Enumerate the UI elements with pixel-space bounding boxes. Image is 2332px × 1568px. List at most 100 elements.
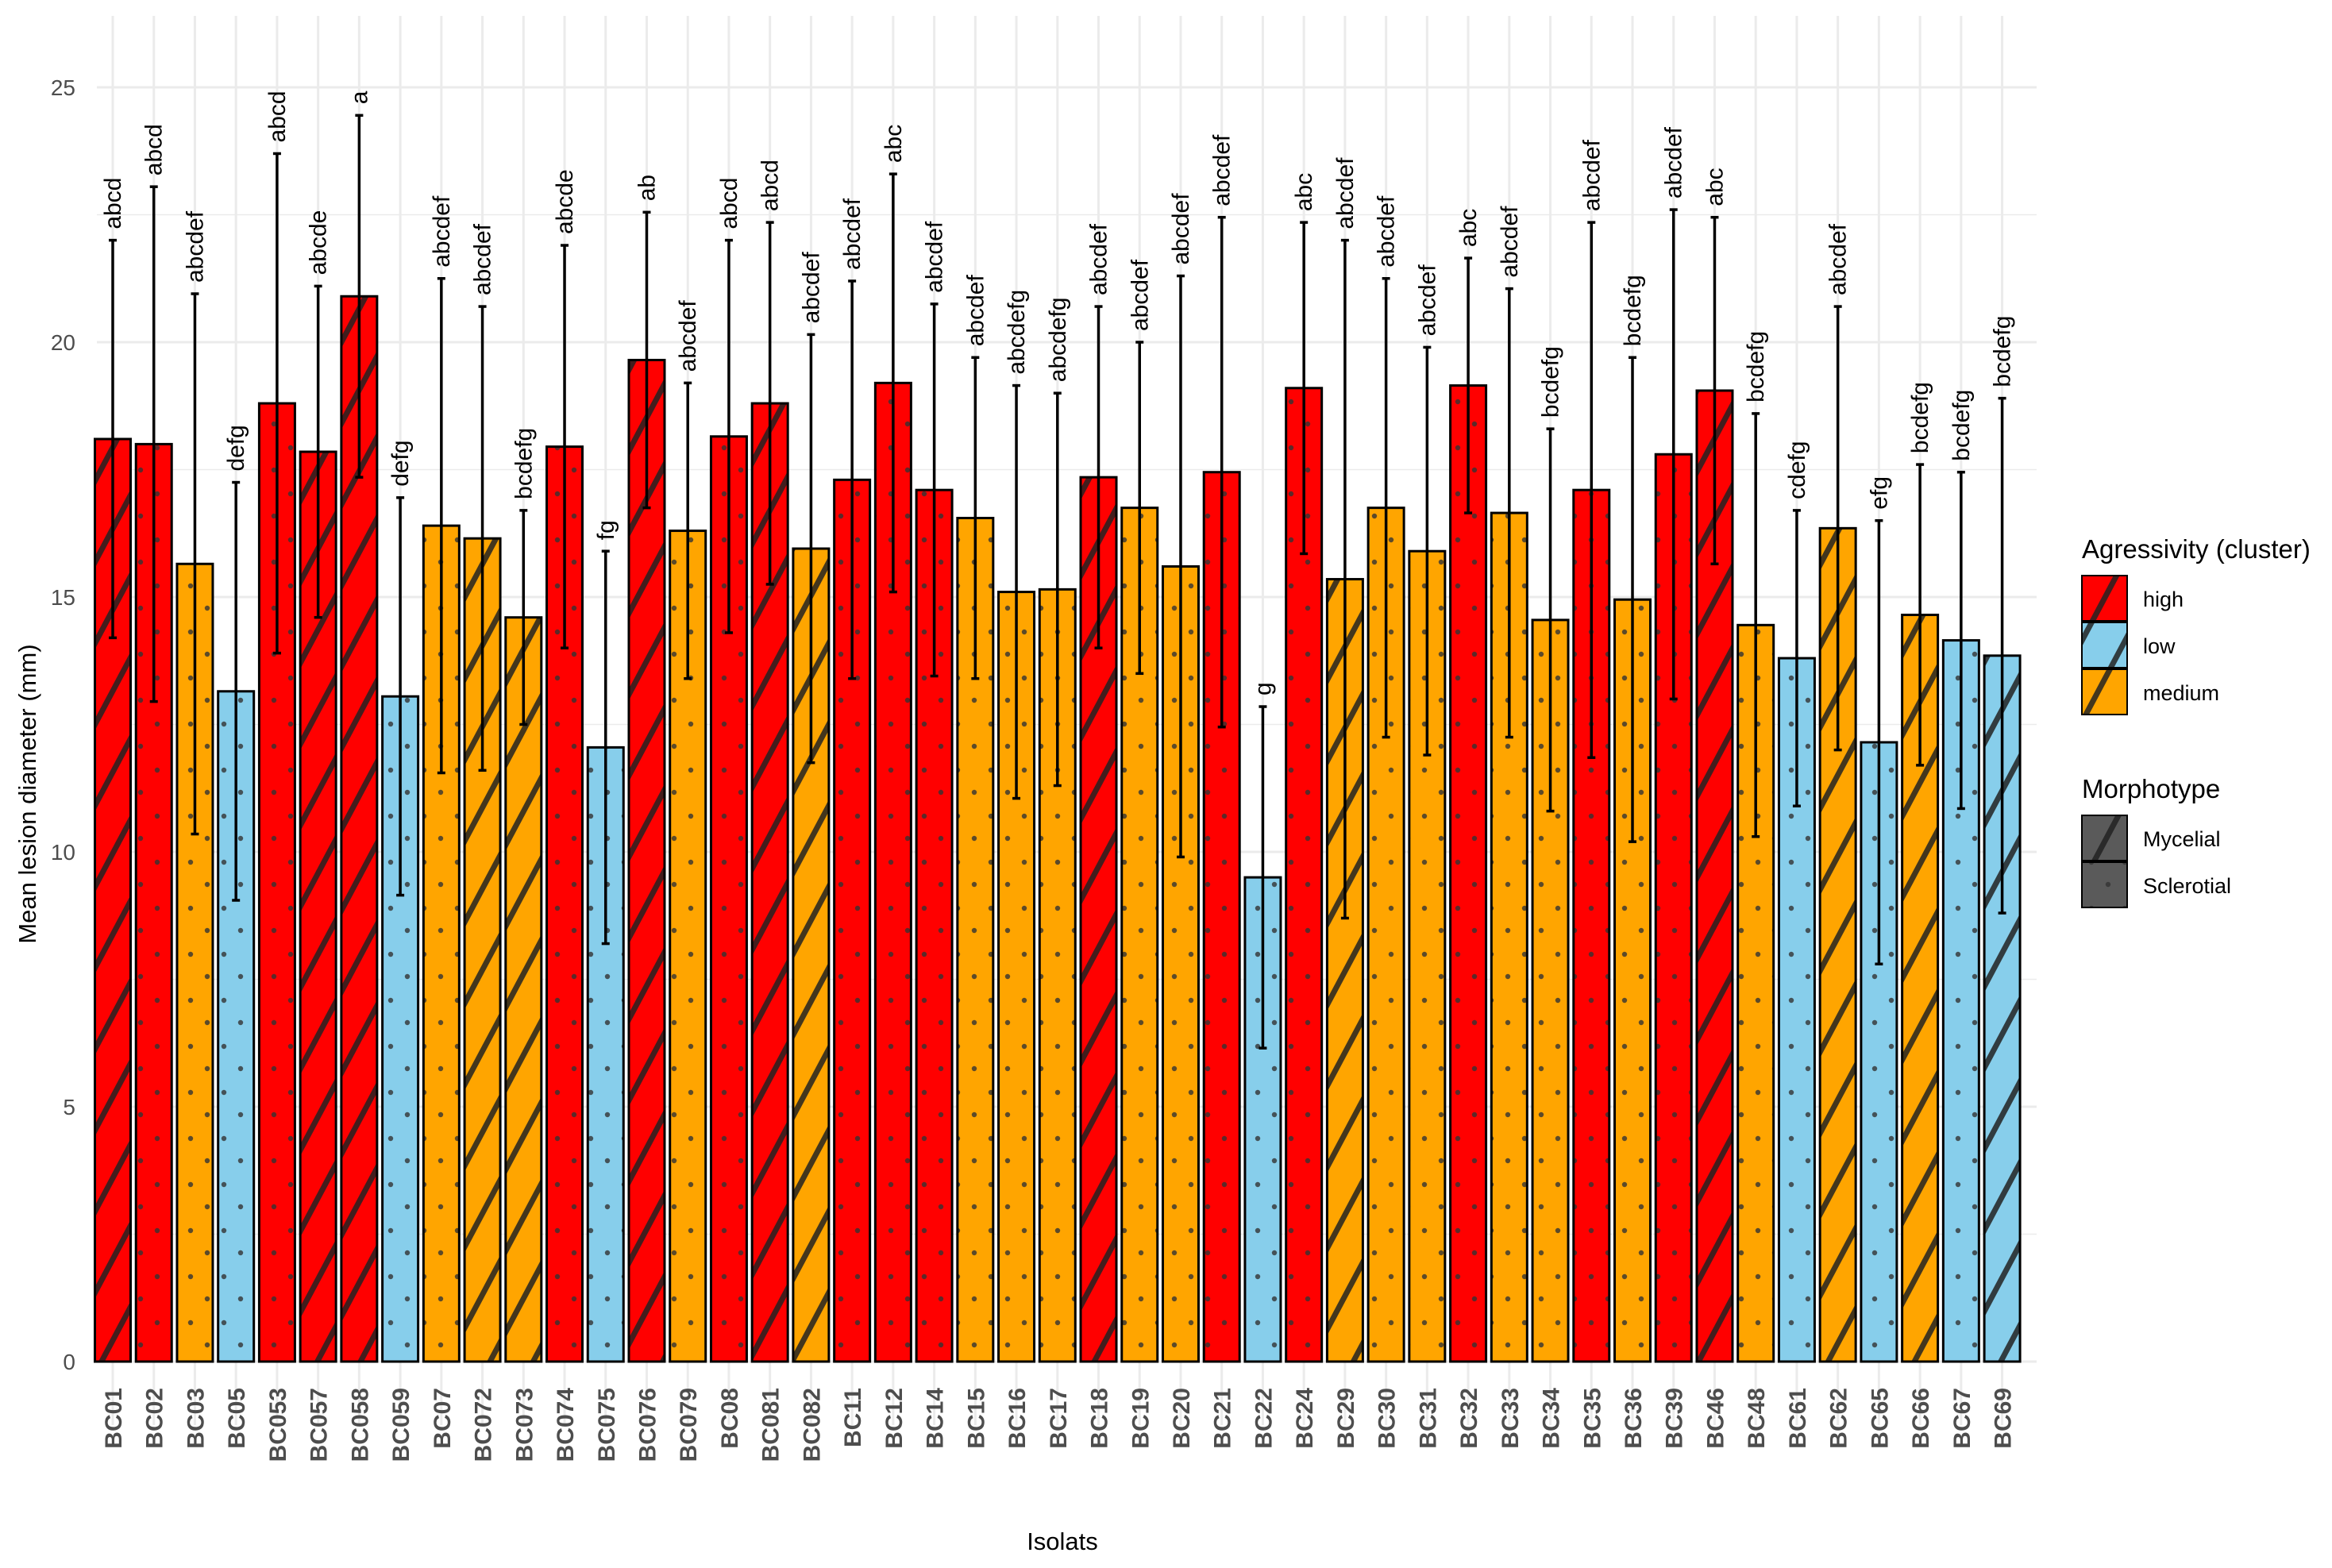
significance-letters: defg: [223, 425, 249, 471]
x-tick-label: BC14: [923, 1388, 949, 1449]
bar-group: g: [1243, 682, 1282, 1363]
bar-group: abcd: [709, 178, 748, 1363]
significance-letters: abcdefg: [1004, 290, 1030, 375]
significance-letters: bcdefg: [1620, 275, 1646, 346]
x-tick-label: BC053: [265, 1388, 291, 1462]
bar-group: abcdef: [792, 252, 831, 1363]
bar-group: abc: [1285, 173, 1324, 1363]
bar-group: abcdef: [1654, 126, 1693, 1363]
x-tick-label: BC69: [1991, 1388, 2017, 1449]
bar-group: abcdefg: [997, 290, 1036, 1363]
bar-group: abcdef: [1818, 223, 1857, 1363]
bar-group: abcdefg: [1038, 297, 1077, 1363]
x-tick-label: BC61: [1785, 1388, 1811, 1449]
bar-group: bcdefg: [1941, 390, 1980, 1363]
x-tick-label: BC074: [553, 1388, 579, 1462]
significance-letters: abcdef: [1168, 193, 1194, 265]
bar-group: bcdefg: [504, 428, 543, 1363]
significance-letters: abcd: [716, 178, 742, 229]
significance-letters: abcdef: [1374, 195, 1400, 268]
x-tick-label: BC46: [1702, 1388, 1729, 1449]
legend-swatch-pattern: [2082, 622, 2127, 668]
bar-pattern: [505, 617, 542, 1362]
x-tick-label: BC072: [471, 1388, 497, 1462]
significance-letters: abcdef: [1332, 157, 1359, 229]
bar-group: abcdef: [1120, 259, 1159, 1363]
legend-label-medium: medium: [2143, 681, 2219, 705]
x-tick-label: BC29: [1333, 1388, 1359, 1449]
bar-group: abcdef: [1572, 139, 1611, 1363]
significance-letters: abc: [881, 125, 907, 163]
legend-swatch-outline: [2081, 861, 2128, 908]
significance-letters: abc: [1702, 168, 1728, 206]
x-tick-label: BC059: [388, 1388, 414, 1462]
bar-group: abcde: [299, 210, 337, 1363]
bar-group: abcdef: [956, 275, 995, 1363]
significance-letters: abcdef: [429, 195, 455, 268]
significance-letters: abc: [1291, 173, 1317, 211]
significance-letters: abcde: [552, 169, 578, 234]
significance-letters: abcdef: [675, 300, 701, 372]
bar-group: a: [340, 91, 379, 1363]
bar-group: abcd: [94, 178, 132, 1363]
x-tick-label: BC17: [1046, 1388, 1072, 1449]
x-tick-label: BC05: [224, 1388, 250, 1449]
bar-pattern: [628, 360, 665, 1362]
significance-letters: efg: [1866, 476, 1892, 510]
bar-group: abcdef: [1079, 223, 1118, 1363]
legend-label-sclerotial: Sclerotial: [2143, 874, 2231, 898]
bar-group: abcdef: [1408, 264, 1447, 1363]
x-tick-label: BC08: [717, 1388, 743, 1449]
bar-group: abc: [1449, 209, 1488, 1363]
x-tick-label: BC081: [758, 1388, 784, 1462]
significance-letters: bcdefg: [511, 428, 537, 499]
significance-letters: abc: [1455, 209, 1482, 247]
y-tick-label: 15: [51, 585, 75, 610]
significance-letters: abcdef: [1086, 223, 1112, 295]
legend-swatch-outline: [2081, 622, 2128, 668]
bar-group: abcde: [545, 169, 584, 1363]
legend-swatch-pattern: [2082, 576, 2127, 621]
x-tick-label: BC31: [1415, 1388, 1441, 1449]
significance-letters: abcdef: [1127, 259, 1153, 331]
bar-pattern: [1450, 385, 1486, 1362]
x-tick-label: BC075: [594, 1388, 620, 1462]
y-tick-label: 0: [63, 1350, 75, 1374]
bar-group: abcdef: [463, 223, 502, 1363]
bar-group: abc: [873, 125, 912, 1363]
x-tick-label: BC19: [1127, 1388, 1154, 1449]
x-tick-label: BC11: [840, 1388, 866, 1447]
bar-group: bcdefg: [1736, 331, 1775, 1363]
bar-group: abcdef: [1161, 193, 1200, 1363]
significance-letters: abcd: [141, 124, 168, 175]
significance-letters: abcdef: [922, 221, 948, 293]
legend-swatch-pattern: [2082, 815, 2127, 861]
bar-group: defg: [217, 425, 256, 1363]
x-tick-label: BC16: [1004, 1388, 1031, 1449]
significance-letters: abcdef: [962, 275, 989, 347]
x-tick-label: BC07: [430, 1388, 456, 1449]
y-tick-label: 20: [51, 330, 75, 355]
significance-letters: abcdef: [1497, 206, 1523, 278]
x-tick-label: BC39: [1662, 1388, 1688, 1449]
x-tick-label: BC079: [676, 1388, 702, 1462]
significance-letters: bcdefg: [1743, 331, 1769, 403]
x-tick-label: BC082: [799, 1388, 825, 1462]
significance-letters: cdefg: [1784, 441, 1810, 499]
significance-letters: bcdefg: [1948, 390, 1975, 461]
x-tick-label: BC67: [1949, 1388, 1975, 1449]
x-tick-label: BC058: [347, 1388, 373, 1462]
bar-group: efg: [1860, 476, 1898, 1363]
bar-group: cdefg: [1777, 441, 1816, 1363]
bar-group: abcdef: [1366, 195, 1405, 1363]
x-tick-label: BC48: [1744, 1388, 1770, 1449]
x-tick-label: BC18: [1087, 1388, 1113, 1449]
y-axis-label: Mean lesion diameter (mm): [13, 644, 41, 943]
y-tick-label: 25: [51, 75, 75, 100]
y-tick-label: 10: [51, 840, 75, 865]
bar-group: abcd: [257, 91, 296, 1363]
x-tick-label: BC32: [1456, 1388, 1482, 1449]
significance-letters: abcd: [264, 91, 291, 142]
legend-title-agressivity: Agressivity (cluster): [2082, 534, 2311, 564]
bar-group: bcdefg: [1531, 346, 1570, 1363]
